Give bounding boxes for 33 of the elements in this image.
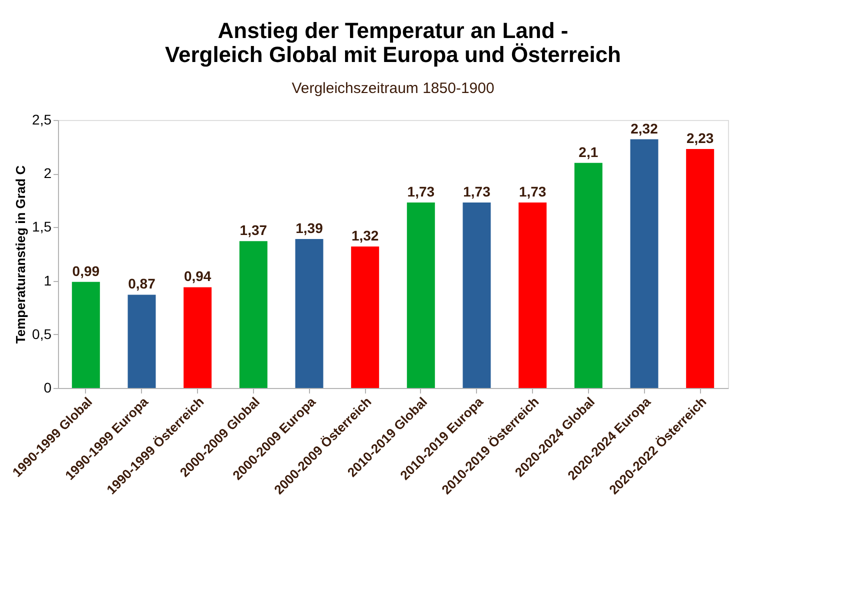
data-label: 2,23 [686,130,714,146]
data-label: 0,87 [128,276,156,292]
bar [128,294,156,388]
y-tick-label: 1 [44,272,52,288]
data-label: 1,39 [296,220,324,236]
bar [406,202,435,388]
chart-subtitle: Vergleichszeitraum 1850-1900 [292,80,494,97]
y-tick-label: 1,5 [32,218,52,235]
bar [518,202,547,388]
bar [295,238,324,388]
bar [351,246,380,388]
y-axis-title: Temperaturanstieg in Grad C [13,164,28,344]
y-tick-label: 0,5 [32,326,52,342]
data-label: 1,73 [463,184,491,200]
y-tick-label: 2 [44,165,52,182]
y-tick-label: 2,5 [32,112,52,128]
bar [686,148,714,388]
bar [72,282,100,388]
data-label: 2,32 [630,120,658,136]
bar [239,241,268,388]
data-label: 0,99 [72,262,100,279]
data-label: 1,37 [240,222,268,238]
bar [574,162,602,388]
data-label: 1,73 [518,184,546,200]
bar [630,139,658,388]
data-label: 0,94 [184,268,212,284]
bar [184,287,212,388]
chart-title: Anstieg der Temperatur an Land - Vergleich Global mit Europa und Österreich [165,18,621,67]
data-label: 1,73 [407,184,435,200]
data-label: 1,32 [351,227,379,244]
bar [462,202,491,388]
data-label: 2,1 [578,144,598,160]
y-tick-label: 0 [44,380,52,396]
